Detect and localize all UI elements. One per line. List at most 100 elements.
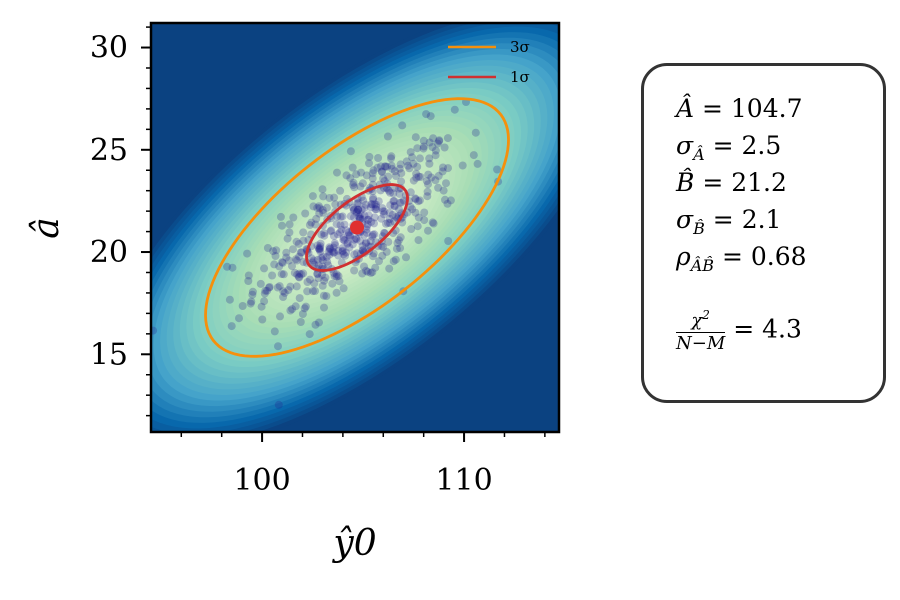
scatter-point xyxy=(332,288,341,297)
scatter-point xyxy=(305,221,314,229)
scatter-point xyxy=(330,248,339,257)
scatter-point xyxy=(358,242,367,251)
scatter-point xyxy=(268,271,277,280)
x-axis-label: ŷ0 xyxy=(331,523,376,564)
stat-a-hat-value: 104.7 xyxy=(730,94,803,123)
scatter-point xyxy=(442,179,450,188)
scatter-point xyxy=(381,162,390,171)
scatter-point xyxy=(353,206,362,214)
scatter-point xyxy=(352,208,361,217)
scatter-point xyxy=(294,272,303,281)
stat-sigma-b: σB̂ = 2.1 xyxy=(676,205,782,238)
scatter-point xyxy=(325,194,334,202)
scatter-point xyxy=(335,277,344,286)
scatter-point xyxy=(342,171,351,180)
scatter-point xyxy=(395,205,403,214)
scatter-point xyxy=(402,157,411,166)
scatter-point xyxy=(322,203,331,212)
scatter-point xyxy=(350,235,359,244)
scatter-point xyxy=(420,216,429,225)
scatter-point xyxy=(361,200,370,209)
scatter-point xyxy=(356,210,365,219)
scatter-point xyxy=(413,144,422,153)
scatter-point xyxy=(265,283,274,291)
scatter-point xyxy=(360,230,369,239)
scatter-point xyxy=(366,237,375,246)
scatter-point xyxy=(426,112,435,121)
scatter-point xyxy=(424,170,433,179)
scatter-point xyxy=(238,302,247,310)
scatter-point xyxy=(374,154,383,162)
scatter-point xyxy=(346,212,355,221)
scatter-point xyxy=(314,261,323,270)
scatter-point xyxy=(382,247,391,256)
scatter-point xyxy=(362,171,371,180)
scatter-point xyxy=(383,132,392,141)
scatter-point xyxy=(319,192,328,201)
scatter-point xyxy=(397,198,406,207)
scatter-point xyxy=(325,243,334,252)
scatter-point xyxy=(340,220,349,229)
scatter-point xyxy=(414,197,423,206)
fit-statistics-box: Â = 104.7 σÂ = 2.5 B̂ = 21.2 σB̂ = 2.1 ρ… xyxy=(641,63,886,403)
scatter-point xyxy=(243,249,252,258)
scatter-point xyxy=(424,180,432,189)
scatter-point xyxy=(385,264,394,273)
stat-reduced-chi2: χ2 N−M = 4.3 xyxy=(676,303,873,354)
scatter-point xyxy=(387,154,395,163)
scatter-point xyxy=(256,279,265,288)
scatter-point xyxy=(392,244,401,253)
scatter-point xyxy=(395,189,404,198)
scatter-point xyxy=(324,261,333,270)
scatter-point xyxy=(339,235,348,244)
scatter-point xyxy=(441,195,449,204)
scatter-point xyxy=(350,183,359,192)
scatter-point xyxy=(314,274,323,283)
scatter-point xyxy=(307,218,316,227)
scatter-point xyxy=(301,209,310,218)
scatter-point xyxy=(362,238,371,247)
scatter-point xyxy=(416,173,425,181)
scatter-point xyxy=(384,218,392,227)
scatter-point xyxy=(336,186,345,195)
scatter-point xyxy=(431,176,440,185)
scatter-point xyxy=(364,215,373,224)
scatter-point xyxy=(315,318,323,327)
stat-a-hat: Â = 104.7 xyxy=(676,94,803,123)
scatter-point xyxy=(285,256,293,265)
scatter-point xyxy=(316,244,324,253)
scatter-point xyxy=(434,171,443,180)
scatter-point xyxy=(336,228,344,237)
scatter-point xyxy=(316,239,325,248)
scatter-point xyxy=(354,199,363,207)
scatter-point xyxy=(309,202,318,211)
legend-label-3sigma: 3σ xyxy=(510,38,530,56)
scatter-point xyxy=(280,288,289,297)
scatter-point xyxy=(390,201,399,210)
scatter-point xyxy=(444,164,452,173)
scatter-point xyxy=(320,229,329,238)
scatter-point xyxy=(389,197,398,206)
scatter-point xyxy=(286,306,295,315)
scatter-point xyxy=(368,268,377,277)
ellipse-3sigma xyxy=(204,97,510,358)
scatter-point xyxy=(274,400,283,409)
scatter-point xyxy=(306,275,314,284)
best-fit-point xyxy=(350,220,365,235)
scatter-point xyxy=(225,295,234,304)
scatter-point xyxy=(248,287,257,296)
scatter-point xyxy=(397,169,406,178)
scatter-point xyxy=(390,197,399,205)
scatter-point xyxy=(247,297,256,306)
scatter-point xyxy=(439,163,447,172)
stat-b-hat-value: 21.2 xyxy=(731,168,787,197)
scatter-point xyxy=(326,227,335,236)
scatter-point xyxy=(380,207,389,216)
scatter-point xyxy=(318,270,327,279)
scatter-point xyxy=(357,205,366,214)
scatter-point xyxy=(389,257,398,266)
scatter-point xyxy=(282,253,291,262)
scatter-point xyxy=(381,162,390,171)
scatter-point xyxy=(422,110,431,119)
scatter-point xyxy=(334,246,343,255)
